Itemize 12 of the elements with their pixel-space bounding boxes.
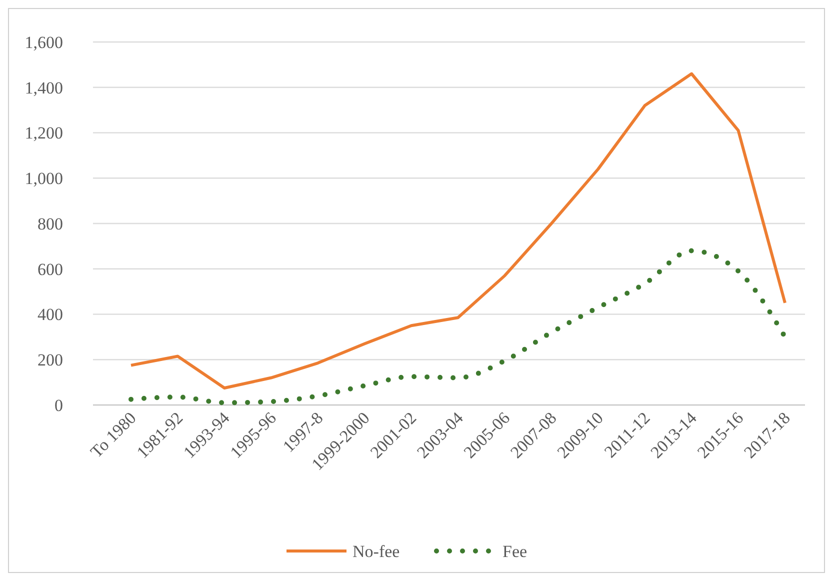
y-tick-label: 0	[54, 396, 63, 415]
legend-label: No-fee	[352, 542, 400, 561]
line-series	[130, 72, 786, 390]
y-tick-label: 400	[38, 305, 63, 324]
y-tick-label: 1,200	[24, 124, 63, 143]
y-tick-label: 800	[38, 214, 63, 234]
y-tick-label: 1,000	[24, 169, 63, 188]
y-tick-label: 1,400	[24, 78, 63, 98]
y-tick-label: 200	[38, 350, 63, 370]
y-tick-label: 600	[38, 260, 63, 279]
y-tick-label: 1,600	[24, 32, 63, 52]
legend-label: Fee	[502, 542, 528, 561]
